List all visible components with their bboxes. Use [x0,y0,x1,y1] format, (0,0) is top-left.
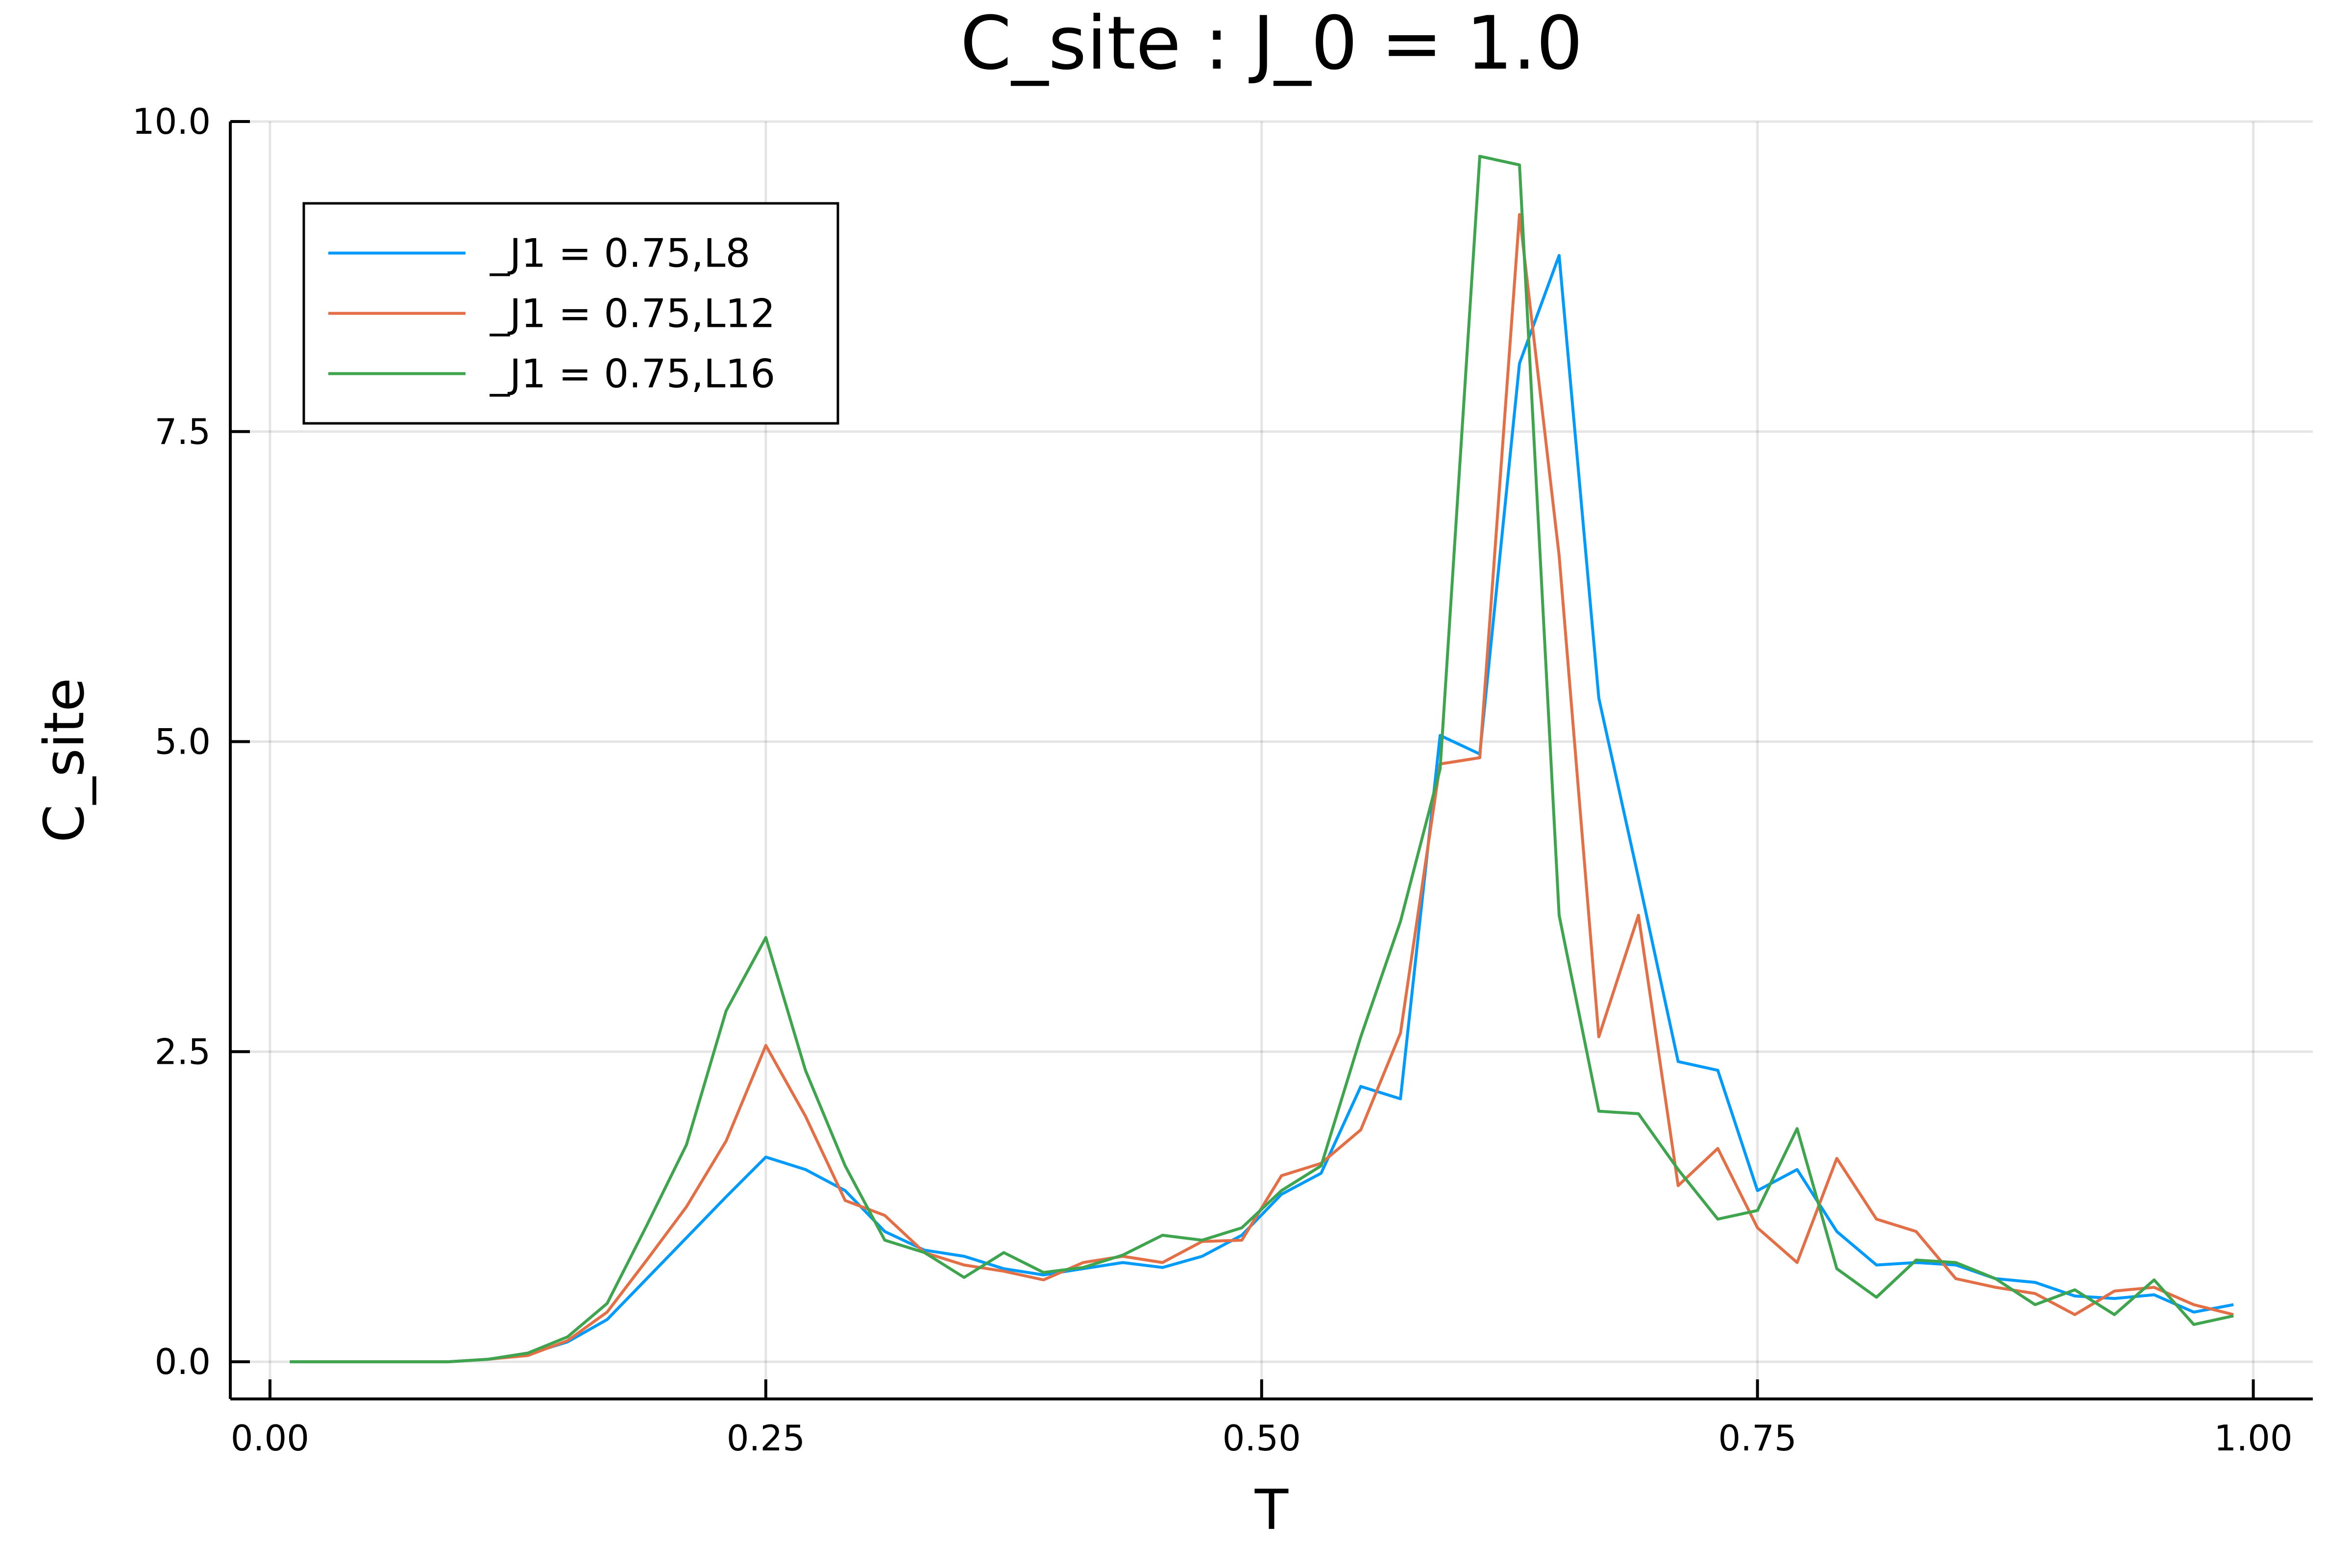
y-tick-label: 5.0 [154,721,211,762]
series-line-3 [290,154,2234,1364]
x-tick-label: 1.00 [2214,1418,2292,1459]
y-tick-label: 10.0 [132,101,211,142]
series-line-1 [290,254,2234,1364]
ticks: 0.00 0.25 0.50 0.75 1.00 0.0 2.5 5.0 7.5 10.0 [132,101,2293,1459]
y-axis-title: C_site [33,678,97,843]
x-tick-label: 0.25 [727,1418,805,1459]
y-tick-label: 2.5 [154,1031,211,1072]
chart-title: C_site : J_0 = 1.0 [960,1,1583,86]
legend-label-2: _J1 = 0.75,L12 [490,291,775,337]
grid [230,120,2313,1399]
x-tick-label: 0.00 [231,1418,309,1459]
x-tick-label: 0.50 [1223,1418,1301,1459]
x-tick-label: 0.75 [1718,1418,1797,1459]
y-tick-label: 0.0 [154,1341,211,1382]
legend-label-3: _J1 = 0.75,L16 [490,351,775,397]
legend-label-1: _J1 = 0.75,L8 [490,231,750,276]
legend: _J1 = 0.75,L8 _J1 = 0.75,L12 _J1 = 0.75,L1… [302,202,839,425]
axes [229,122,2313,1400]
series-group [290,154,2234,1364]
y-tick-label: 7.5 [154,411,211,452]
x-axis-title: T [1254,1478,1289,1542]
